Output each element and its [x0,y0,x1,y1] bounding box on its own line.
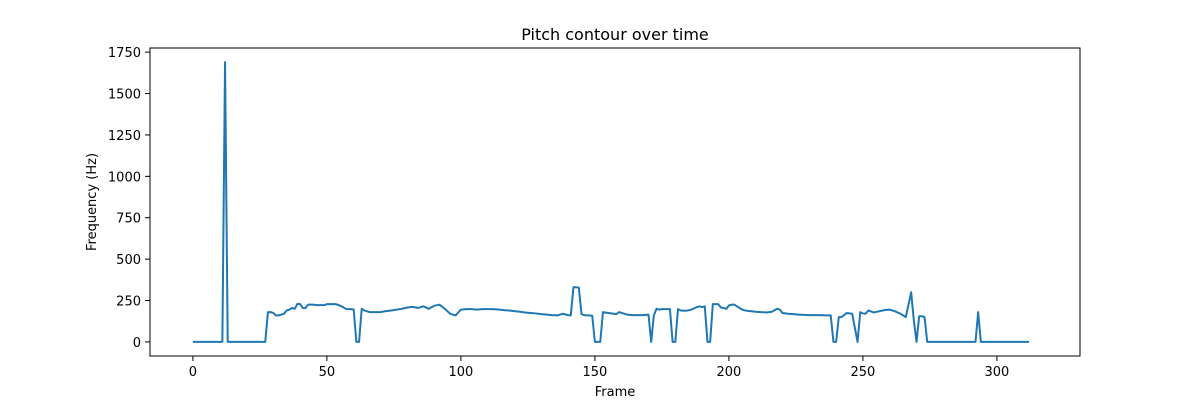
y-tick-label: 1250 [108,129,141,144]
y-tick-label: 500 [116,253,141,268]
plot-frame [149,47,1081,357]
y-tick-label: 1500 [108,88,141,103]
y-tick-label: 250 [116,295,141,310]
y-tick-label: 750 [116,212,141,227]
x-tick-label: 0 [189,365,197,380]
x-tick-label: 150 [582,365,607,380]
y-axis-label: Frequency (Hz) [85,153,100,251]
x-axis: 0 50 100 150 200 250 300 [189,356,1010,380]
x-tick-label: 50 [319,365,336,380]
x-axis-label: Frame [595,385,636,400]
y-tick-label: 1750 [108,46,141,61]
x-tick-label: 200 [716,365,741,380]
y-tick-label: 1000 [108,170,141,185]
y-tick-label: 0 [133,336,141,351]
y-axis: 0 250 500 750 1000 1250 1500 1750 [108,46,150,351]
chart-title: Pitch contour over time [521,25,709,44]
x-tick-label: 100 [448,365,473,380]
plot-area [149,47,1081,357]
x-tick-label: 250 [850,365,875,380]
x-tick-label: 300 [985,365,1010,380]
series-line-0 [192,61,1030,343]
